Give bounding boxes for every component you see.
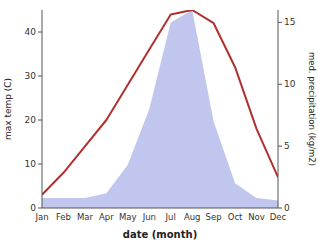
y2-tick [278,84,282,85]
x-tick-label: Aug [184,212,201,222]
y-tick-label: 10 [25,159,37,169]
chart: 010203040051015JanFebMarAprMayJunJulAugS… [0,0,318,244]
y2-tick [278,208,282,209]
x-tick-label: Sep [206,212,222,222]
y2-tick-label: 10 [284,79,296,89]
y-tick-label: 20 [25,115,37,125]
y-tick-label: 30 [25,71,37,81]
y-axis-line [42,10,43,208]
y2-tick-label: 15 [284,17,295,27]
y-axis-label: max temp (C) [3,78,13,140]
x-tick-label: May [119,212,137,222]
temperature-line [42,10,278,195]
x-tick-label: Jan [34,212,48,222]
y-tick [38,164,42,165]
y2-axis-line [278,10,279,208]
y2-axis-label: med. precipitation (kg/m2) [307,52,317,166]
x-tick-label: Dec [270,212,287,222]
x-axis-line [42,208,278,209]
x-tick-label: Jun [142,212,156,222]
plot-area [42,10,278,208]
y-tick [38,76,42,77]
x-axis-label: date (month) [123,229,197,240]
y-tick-label: 40 [25,27,37,37]
y-tick [38,208,42,209]
y-tick [38,120,42,121]
y2-tick-label: 5 [284,141,290,151]
x-tick-label: Nov [248,212,265,222]
x-tick-label: Jul [165,212,176,222]
x-tick-label: Mar [77,212,94,222]
x-tick-label: Feb [56,212,71,222]
precipitation-area [42,10,278,208]
x-tick-label: Apr [99,212,114,222]
y2-tick [278,146,282,147]
y-tick [38,32,42,33]
y2-tick [278,22,282,23]
x-tick-label: Oct [228,212,243,222]
